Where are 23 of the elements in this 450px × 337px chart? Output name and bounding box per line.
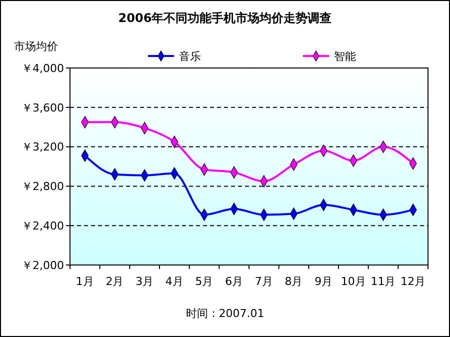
text: 时间：2007.01	[186, 307, 264, 320]
legend-label: 智能	[334, 50, 356, 63]
x-tick-label: 2月	[106, 275, 124, 288]
x-tick-label: 5月	[195, 275, 214, 288]
x-tick-label: 8月	[284, 275, 303, 288]
y-tick-label: ￥2,800	[22, 180, 64, 194]
x-tick-label: 1月	[76, 275, 94, 288]
y-tick-label: ￥2,400	[22, 219, 64, 232]
x-tick-label: 12月	[400, 275, 426, 288]
y-tick-label: ￥3,200	[22, 140, 64, 154]
x-tick-label: 7月	[254, 275, 273, 288]
y-axis-title: 市场均价	[14, 40, 58, 53]
x-tick-label: 3月	[136, 275, 154, 288]
legend-label: 音乐	[179, 50, 201, 63]
y-tick-label: ￥4,000	[22, 62, 64, 75]
x-tick-label: 9月	[314, 275, 333, 288]
x-tick-label: 6月	[225, 275, 244, 288]
x-tick-label: 4月	[165, 275, 184, 288]
y-tick-label: ￥2,000	[22, 258, 64, 272]
x-tick-label: 10月	[340, 275, 366, 288]
y-tick-label: ￥3,600	[22, 101, 64, 114]
chart-title: 2006年不同功能手机市场均价走势调查	[118, 11, 332, 25]
x-tick-label: 11月	[370, 275, 396, 288]
